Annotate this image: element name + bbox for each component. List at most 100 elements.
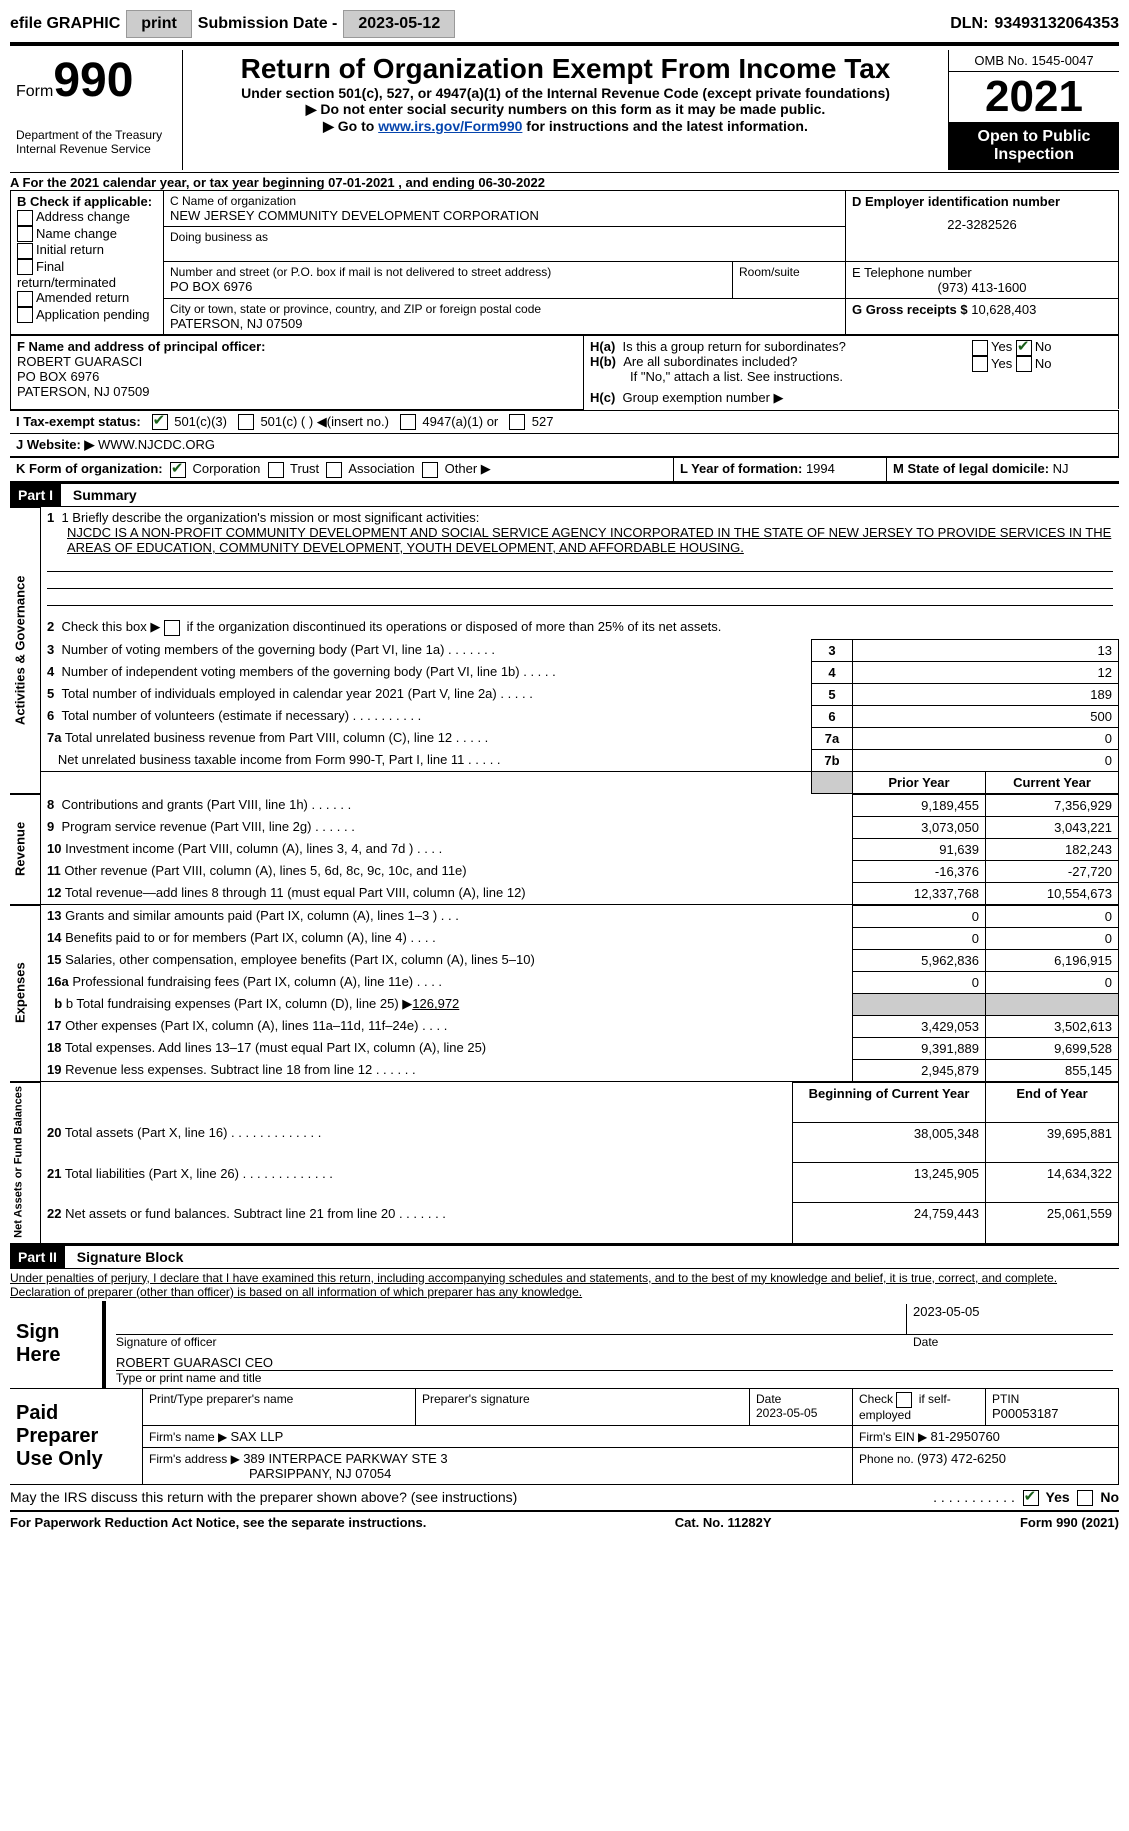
line8-py: 9,189,455 — [853, 794, 986, 816]
part2-title: Signature Block — [69, 1249, 184, 1265]
box-f-label: F Name and address of principal officer: — [17, 339, 577, 354]
check-trust[interactable] — [268, 462, 284, 478]
col-current-year: Current Year — [986, 771, 1119, 793]
dept-treasury: Department of the Treasury Internal Reve… — [16, 128, 176, 156]
gross-receipts: 10,628,403 — [971, 302, 1036, 317]
check-4947[interactable] — [400, 414, 416, 430]
submission-label: Submission Date - — [198, 15, 338, 33]
irs-link[interactable]: www.irs.gov/Form990 — [378, 118, 522, 134]
check-corporation[interactable] — [170, 462, 186, 478]
type-name-label: Type or print name and title — [116, 1371, 1113, 1385]
line7a-val: 0 — [853, 727, 1119, 749]
vert-net-assets: Net Assets or Fund Balances — [10, 1082, 41, 1243]
mission-text: NJCDC IS A NON-PROFIT COMMUNITY DEVELOPM… — [47, 525, 1113, 555]
tax-year: 2021 — [949, 72, 1119, 122]
street-address: PO BOX 6976 — [170, 279, 726, 294]
box-e-label: E Telephone number — [852, 265, 1112, 280]
firm-name: SAX LLP — [231, 1429, 284, 1444]
check-501c3[interactable] — [152, 414, 168, 430]
box-g-label: G Gross receipts $ — [852, 302, 971, 317]
expenses-table: Expenses 13 Grants and similar amounts p… — [10, 905, 1119, 1082]
instr-no-ssn: ▶ Do not enter social security numbers o… — [189, 101, 942, 118]
line1-label: 1 Briefly describe the organization's mi… — [61, 510, 479, 525]
firm-addr2: PARSIPPANY, NJ 07054 — [149, 1466, 391, 1481]
officer-name: ROBERT GUARASCI — [17, 354, 577, 369]
officer-addr2: PATERSON, NJ 07509 — [17, 384, 577, 399]
room-label: Room/suite — [739, 265, 839, 279]
check-527[interactable] — [509, 414, 525, 430]
dln-value: 93493132064353 — [994, 15, 1119, 33]
check-discontinued[interactable] — [164, 620, 180, 636]
check-initial-return[interactable] — [17, 243, 33, 259]
revenue-table: Revenue 8 Contributions and grants (Part… — [10, 794, 1119, 905]
check-501c[interactable] — [238, 414, 254, 430]
check-amended-return[interactable] — [17, 291, 33, 307]
check-final-return[interactable] — [17, 259, 33, 275]
vert-revenue: Revenue — [10, 794, 41, 904]
year-formation: 1994 — [806, 461, 835, 476]
city-label: City or town, state or province, country… — [170, 302, 839, 316]
ha-no[interactable] — [1016, 340, 1032, 356]
check-address-change[interactable] — [17, 210, 33, 226]
line8-cy: 7,356,929 — [986, 794, 1119, 816]
firm-ein: 81-2950760 — [931, 1429, 1000, 1444]
prep-sig-label: Preparer's signature — [422, 1392, 743, 1406]
line6-val: 500 — [853, 705, 1119, 727]
org-name: NEW JERSEY COMMUNITY DEVELOPMENT CORPORA… — [170, 208, 839, 223]
check-other[interactable] — [422, 462, 438, 478]
hb-label: H(b) Are all subordinates included? — [590, 354, 960, 369]
hb-note: If "No," attach a list. See instructions… — [590, 369, 960, 384]
hb-no[interactable] — [1016, 356, 1032, 372]
discuss-no[interactable] — [1077, 1490, 1093, 1506]
entity-info-table: B Check if applicable: Address change Na… — [10, 190, 1119, 335]
net-assets-table: Net Assets or Fund Balances Beginning of… — [10, 1082, 1119, 1244]
instr-link: ▶ Go to www.irs.gov/Form990 for instruct… — [189, 118, 942, 135]
box-i-label: I Tax-exempt status: — [16, 414, 141, 429]
hc-label: H(c) Group exemption number ▶ — [584, 387, 1119, 409]
officer-name-title: ROBERT GUARASCI CEO — [116, 1355, 1113, 1371]
page-footer: For Paperwork Reduction Act Notice, see … — [10, 1511, 1119, 1530]
print-button[interactable]: print — [126, 10, 192, 38]
box-k-label: K Form of organization: — [16, 461, 163, 476]
footer-right: Form 990 (2021) — [1020, 1515, 1119, 1530]
sig-date-label: Date — [907, 1335, 1113, 1349]
ha-yes[interactable] — [972, 340, 988, 356]
part2-header: Part II Signature Block — [10, 1244, 1119, 1269]
open-inspection: Open to Public Inspection — [949, 122, 1119, 170]
box-m-label: M State of legal domicile: — [893, 461, 1053, 476]
status-website-table: I Tax-exempt status: 501(c)(3) 501(c) ( … — [10, 410, 1119, 458]
addr-label: Number and street (or P.O. box if mail i… — [170, 265, 726, 279]
hb-yes[interactable] — [972, 356, 988, 372]
line5-val: 189 — [853, 683, 1119, 705]
check-name-change[interactable] — [17, 226, 33, 242]
state-domicile: NJ — [1053, 461, 1069, 476]
ein: 22-3282526 — [852, 217, 1112, 232]
footer-left: For Paperwork Reduction Act Notice, see … — [10, 1515, 426, 1530]
officer-addr1: PO BOX 6976 — [17, 369, 577, 384]
ha-label: H(a) Is this a group return for subordin… — [590, 339, 960, 354]
part1-header: Part I Summary — [10, 482, 1119, 507]
line3-val: 13 — [853, 639, 1119, 661]
discuss-yes[interactable] — [1023, 1490, 1039, 1506]
discuss-label: May the IRS discuss this return with the… — [10, 1489, 933, 1506]
form-header: Form990 Department of the Treasury Inter… — [10, 50, 1119, 170]
check-association[interactable] — [326, 462, 342, 478]
line-b-val: 126,972 — [412, 996, 459, 1011]
line2: 2 Check this box ▶ if the organization d… — [41, 609, 1119, 639]
org-form-table: K Form of organization: Corporation Trus… — [10, 457, 1119, 482]
col-prior-year: Prior Year — [853, 771, 986, 793]
paid-preparer-label: Paid Preparer Use Only — [10, 1388, 143, 1484]
sig-officer-label: Signature of officer — [116, 1335, 907, 1349]
paid-preparer-table: Paid Preparer Use Only Print/Type prepar… — [10, 1388, 1119, 1485]
efile-label: efile GRAPHIC — [10, 15, 120, 33]
check-application-pending[interactable] — [17, 307, 33, 323]
form-number: 990 — [53, 54, 133, 107]
prep-name-label: Print/Type preparer's name — [149, 1392, 409, 1406]
form-subtitle: Under section 501(c), 527, or 4947(a)(1)… — [189, 85, 942, 101]
footer-mid: Cat. No. 11282Y — [675, 1515, 772, 1530]
dba-label: Doing business as — [170, 230, 839, 244]
vert-expenses: Expenses — [10, 905, 41, 1081]
line-a-tax-year: A For the 2021 calendar year, or tax yea… — [10, 175, 1119, 190]
part1-label: Part I — [10, 484, 61, 506]
sign-here-label: Sign Here — [10, 1301, 104, 1388]
